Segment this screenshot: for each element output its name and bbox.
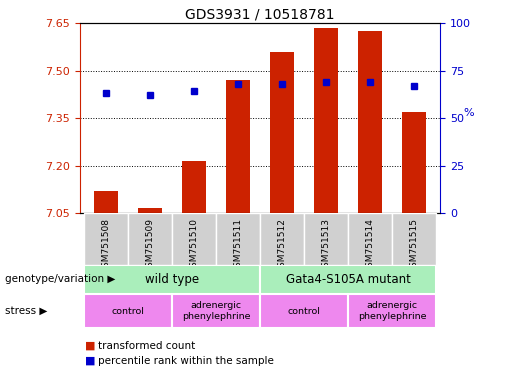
Title: GDS3931 / 10518781: GDS3931 / 10518781: [185, 8, 335, 22]
Bar: [84, 294, 172, 328]
Bar: [84, 213, 128, 265]
Bar: [94, 191, 118, 213]
Text: ■: ■: [85, 341, 95, 351]
Bar: [260, 265, 436, 294]
Text: Gata4-S105A mutant: Gata4-S105A mutant: [285, 273, 410, 286]
Text: GSM751510: GSM751510: [190, 218, 199, 273]
Bar: [304, 213, 348, 265]
Bar: [392, 213, 436, 265]
Text: control: control: [287, 306, 320, 316]
Text: GSM751508: GSM751508: [101, 218, 111, 273]
Text: control: control: [112, 306, 145, 316]
Text: transformed count: transformed count: [98, 341, 195, 351]
Bar: [270, 51, 294, 213]
Bar: [402, 112, 426, 213]
Bar: [84, 265, 260, 294]
Bar: [260, 213, 304, 265]
Text: ■: ■: [85, 356, 95, 366]
Bar: [172, 213, 216, 265]
Text: wild type: wild type: [145, 273, 199, 286]
Bar: [182, 161, 206, 213]
Text: adrenergic
phenylephrine: adrenergic phenylephrine: [358, 301, 426, 321]
Text: percentile rank within the sample: percentile rank within the sample: [98, 356, 274, 366]
Bar: [260, 294, 348, 328]
Text: genotype/variation ▶: genotype/variation ▶: [5, 274, 115, 285]
Bar: [358, 31, 382, 213]
Bar: [348, 294, 436, 328]
Text: GSM751509: GSM751509: [146, 218, 154, 273]
Text: GSM751512: GSM751512: [278, 218, 286, 273]
Text: adrenergic
phenylephrine: adrenergic phenylephrine: [182, 301, 250, 321]
Text: stress ▶: stress ▶: [5, 306, 47, 316]
Text: GSM751514: GSM751514: [366, 218, 374, 273]
Y-axis label: %: %: [464, 108, 474, 118]
Bar: [138, 209, 162, 213]
Text: GSM751511: GSM751511: [234, 218, 243, 273]
Bar: [226, 80, 250, 213]
Text: GSM751513: GSM751513: [321, 218, 331, 273]
Bar: [172, 294, 260, 328]
Bar: [216, 213, 260, 265]
Text: GSM751515: GSM751515: [409, 218, 419, 273]
Bar: [128, 213, 172, 265]
Bar: [348, 213, 392, 265]
Bar: [314, 28, 338, 213]
